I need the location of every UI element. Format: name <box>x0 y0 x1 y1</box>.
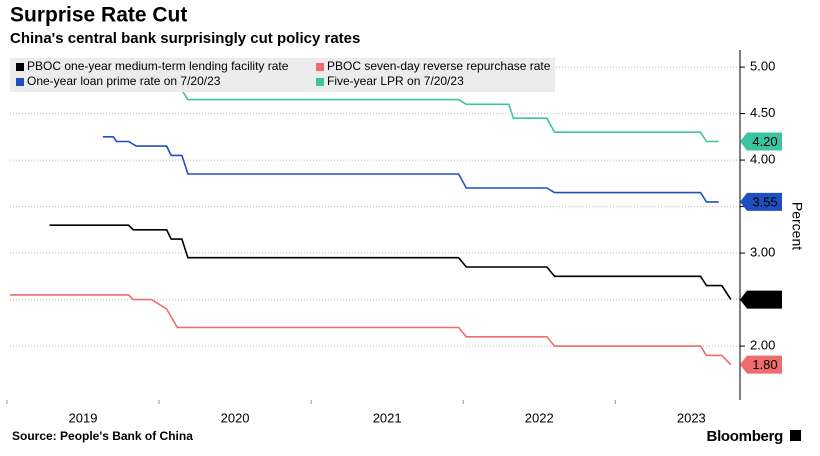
legend-label: One-year loan prime rate on 7/20/23 <box>27 74 221 88</box>
end-label-box <box>740 132 782 151</box>
brand-icon <box>790 430 801 441</box>
y-tick-label: 4.00 <box>750 152 775 167</box>
series-line <box>102 136 719 203</box>
chart-subtitle: China's central bank surprisingly cut po… <box>10 30 360 47</box>
x-tick-label: 2022 <box>525 410 554 425</box>
x-tick-label: 2019 <box>69 410 98 425</box>
y-tick-label: 4.50 <box>750 105 775 120</box>
legend-label: PBOC one-year medium-term lending facili… <box>27 59 289 73</box>
legend-swatch <box>16 63 24 71</box>
series-line <box>10 294 732 366</box>
legend-label: Five-year LPR on 7/20/23 <box>327 74 464 88</box>
series-line <box>49 224 732 301</box>
x-tick-label: 2020 <box>221 410 250 425</box>
y-tick-label: 3.00 <box>750 245 775 260</box>
legend-swatch <box>316 78 324 86</box>
legend-swatch <box>16 78 24 86</box>
y-tick-label: 2.00 <box>750 338 775 353</box>
x-tick-label: 2021 <box>373 410 402 425</box>
legend-swatch <box>316 63 324 71</box>
source: Source: People's Bank of China <box>12 429 193 443</box>
chart-title: Surprise Rate Cut <box>10 4 187 27</box>
end-label-box <box>740 290 782 309</box>
end-label: 3.55 <box>752 194 777 209</box>
legend: PBOC one-year medium-term lending facili… <box>10 58 555 92</box>
end-label: 4.20 <box>752 134 777 149</box>
legend-label: PBOC seven-day reverse repurchase rate <box>327 59 551 73</box>
legend-background <box>10 58 555 92</box>
brand: Bloomberg <box>707 428 784 445</box>
end-label-box <box>740 192 782 211</box>
end-label-box <box>740 355 782 374</box>
end-label: 2.50 <box>752 292 777 307</box>
y-axis-title: Percent <box>789 202 805 250</box>
end-label: 1.80 <box>752 357 777 372</box>
y-tick-label: 5.00 <box>750 59 775 74</box>
x-tick-label: 2023 <box>677 410 706 425</box>
